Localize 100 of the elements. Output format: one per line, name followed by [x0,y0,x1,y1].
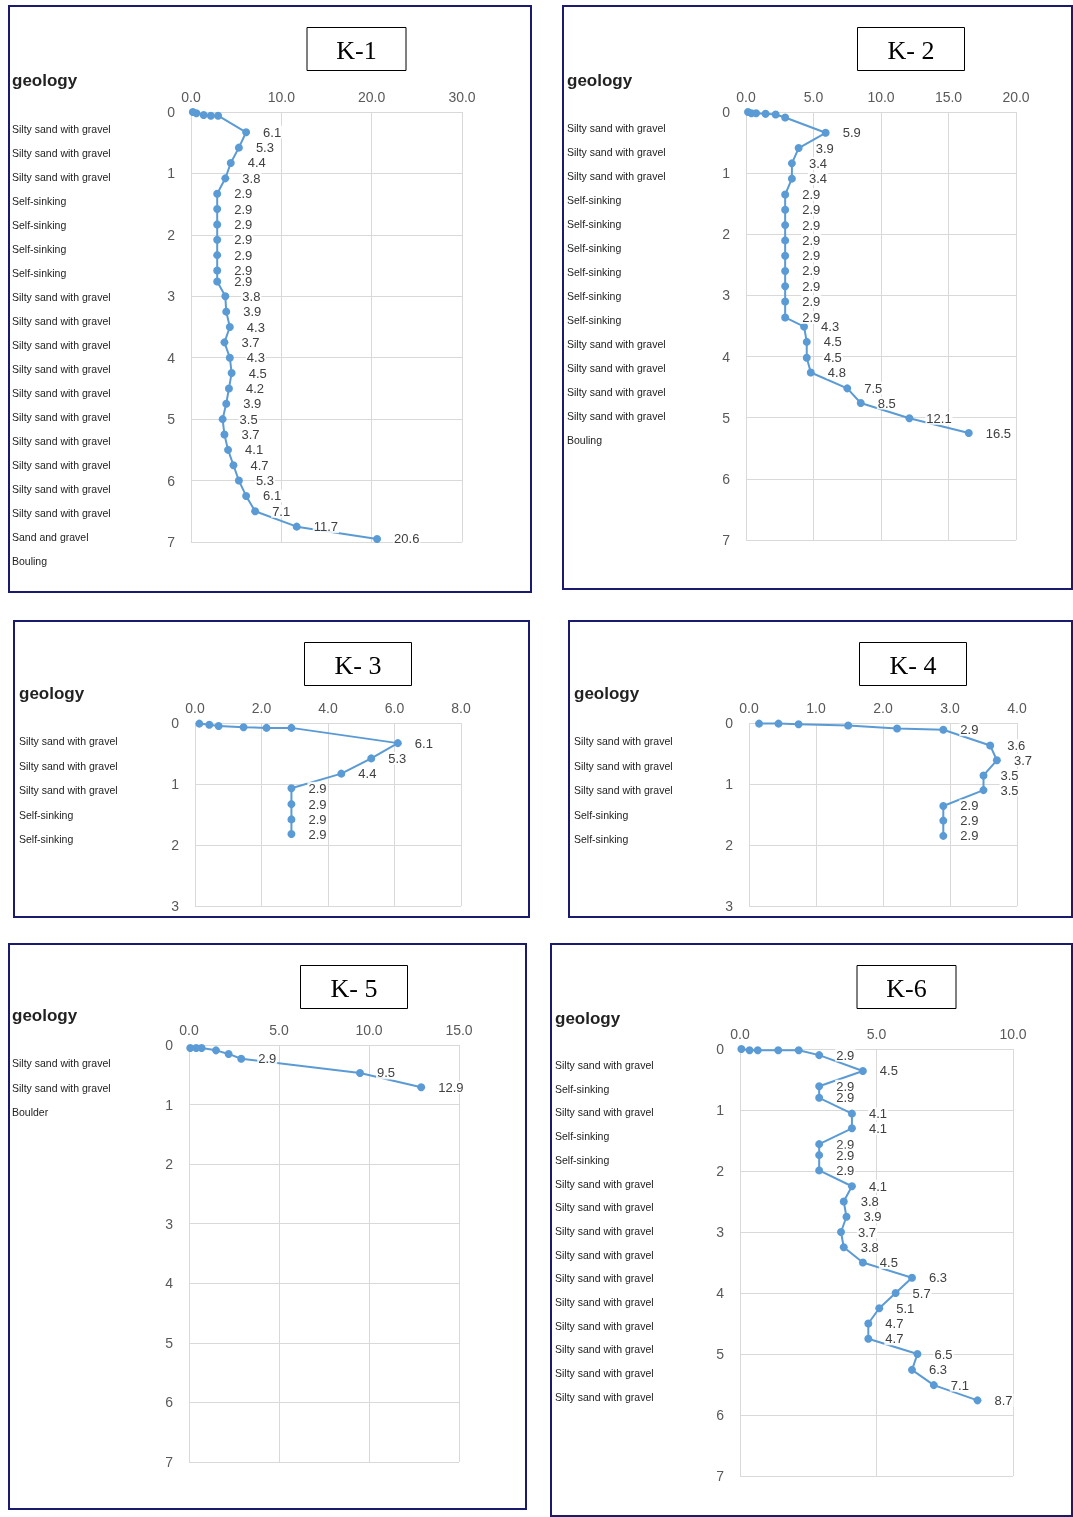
x-tick-label: 30.0 [448,89,476,105]
data-label: 2.9 [960,813,979,829]
y-tick-label: 6 [165,1394,174,1411]
data-label: 5.3 [388,750,407,766]
x-tick-label: 0.0 [185,700,205,716]
data-label: 3.7 [241,334,260,350]
text: Self-sinking [12,267,67,279]
data-label: 4.8 [827,364,846,380]
text: Silty sand with gravel [555,1390,654,1403]
y-tick-label: 1 [171,776,180,792]
x-tick-label: 10.0 [355,1022,383,1038]
text: Silty sand with gravel [12,147,111,159]
text: Self-sinking [555,1153,610,1166]
y-tick-label: 0 [716,1041,725,1057]
data-label: 3.5 [1000,782,1019,798]
text: Silty sand with gravel [555,1224,654,1237]
text: Silty sand with gravel [555,1319,654,1332]
data-label: 3.6 [1007,738,1026,754]
data-label: 2.9 [308,796,327,812]
text: Silty sand with gravel [555,1296,654,1308]
y-tick-label: 7 [716,1468,725,1484]
data-label: 2.9 [960,722,979,738]
text: geology [12,71,78,90]
text: Silty sand with gravel [555,1343,654,1356]
text: Self-sinking [19,808,74,821]
y-tick-label: 6 [716,1407,725,1423]
y-tick-label: 4 [716,1285,725,1301]
data-label: 7.5 [864,380,883,396]
y-tick-label: 2 [165,1156,174,1173]
text: Self-sinking [574,808,629,821]
data-label: 5.3 [255,140,274,156]
text: Silty sand with gravel [12,435,111,447]
text: Silty sand with gravel [12,411,111,423]
data-label: 9.5 [377,1065,396,1081]
y-tick-label: 3 [725,898,734,914]
data-label: 4.1 [868,1106,888,1122]
text: Silty sand with gravel [567,410,666,422]
text: geology [12,1006,78,1025]
data-label: 3.9 [243,304,262,320]
x-tick-label: 10.0 [999,1026,1027,1042]
y-tick-label: 2 [725,837,734,853]
x-tick-label: 3.0 [940,700,960,716]
data-label: 2.9 [802,294,821,310]
data-label: 3.9 [815,140,834,156]
y-tick-label: 0 [165,1037,174,1053]
x-tick-label: 0.0 [736,89,756,105]
text: Self-sinking [12,219,67,231]
text: Self-sinking [567,290,622,302]
text: Silty sand with gravel [567,122,666,134]
text: Silty sand with gravel [12,291,111,303]
y-tick-label: 7 [165,1454,174,1470]
data-label: 2.9 [802,202,821,218]
text: Silty sand with gravel [19,759,118,772]
x-tick-label: 0.0 [181,89,201,105]
data-label: 2.9 [308,811,327,827]
data-label: 3.8 [860,1239,879,1255]
data-label: 2.9 [308,826,327,842]
data-label: 3.4 [808,155,827,171]
data-label: 2.9 [836,1078,855,1094]
text: Silty sand with gravel [574,735,673,747]
text: Silty sand with gravel [567,362,666,374]
data-label: 4.3 [246,350,265,366]
data-label: 12.9 [438,1079,464,1095]
text: Silty sand with gravel [555,1177,654,1190]
text: Silty sand with gravel [12,363,111,375]
data-label: 20.6 [394,531,420,547]
y-tick-label: 3 [167,288,176,305]
data-label: 5.9 [842,125,861,141]
text: Silty sand with gravel [12,123,111,135]
data-label: 2.9 [802,187,821,203]
x-tick-label: 20.0 [358,89,386,105]
x-tick-label: 1.0 [806,700,826,716]
text: Silty sand with gravel [567,170,666,182]
y-tick-label: 1 [722,165,731,182]
text: Silty sand with gravel [555,1201,654,1214]
y-tick-label: 3 [171,898,180,914]
data-label: 2.9 [836,1047,855,1063]
data-label: 8.7 [994,1392,1013,1408]
text: Silty sand with gravel [12,387,111,399]
y-tick-label: 0 [167,104,176,120]
x-tick-label: 0.0 [179,1022,199,1038]
chart-title: K- 3 [334,650,382,680]
data-label: 2.9 [234,216,253,232]
data-label: 4.7 [885,1331,904,1347]
text: geology [19,684,85,703]
data-label: 2.9 [258,1051,277,1067]
data-label: 16.5 [985,425,1012,441]
y-tick-label: 2 [722,226,731,243]
y-tick-label: 3 [722,287,731,304]
data-label: 4.5 [248,365,267,381]
x-tick-label: 5.0 [803,89,824,105]
y-tick-label: 6 [722,470,731,487]
data-label: 5.1 [896,1300,915,1316]
x-tick-label: 15.0 [445,1022,473,1038]
data-label: 3.7 [1013,752,1032,768]
x-tick-label: 4.0 [318,700,338,716]
x-tick-label: 10.0 [867,89,895,105]
y-tick-label: 4 [722,348,731,365]
x-tick-label: 0.0 [739,700,759,716]
data-label: 2.9 [836,1162,855,1178]
